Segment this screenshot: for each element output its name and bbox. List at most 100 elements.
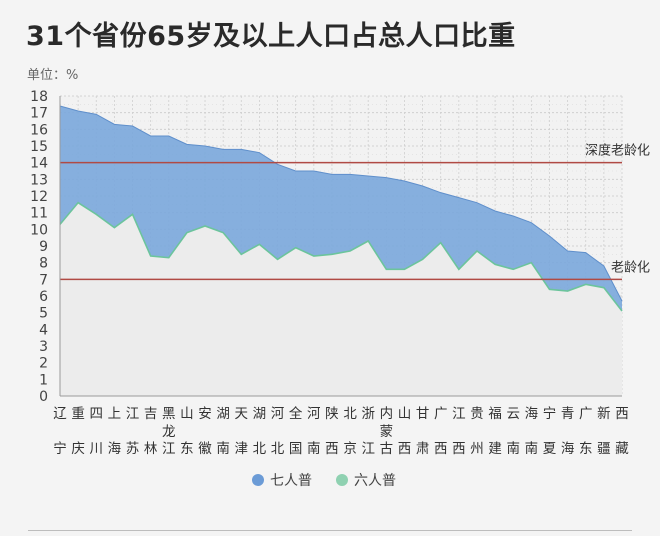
x-tick-label-line3: 北	[271, 441, 285, 457]
y-tick-label: 16	[30, 122, 48, 138]
x-tick-label-line3: 海	[108, 441, 122, 457]
footer-divider	[28, 530, 632, 531]
x-tick-label-line1: 天	[235, 406, 249, 422]
x-tick-label-line3: 古	[380, 441, 394, 457]
y-tick-label: 1	[39, 372, 48, 388]
x-tick-label-line3: 京	[343, 441, 357, 457]
x-tick-label-line1: 辽	[53, 406, 67, 422]
x-tick-label-line1: 广	[579, 406, 593, 422]
x-tick-label-line1: 新	[597, 406, 611, 422]
x-tick-label-line1: 河	[307, 406, 321, 422]
x-tick-label-line3: 南	[525, 441, 539, 457]
x-tick-label-line3: 西	[398, 441, 412, 457]
legend-label: 七人普	[270, 473, 312, 489]
x-tick-label-line3: 庆	[71, 441, 85, 457]
legend-marker	[336, 474, 348, 486]
series-line-qirenpu	[59, 105, 623, 302]
x-tick-label-line1: 甘	[416, 406, 430, 422]
x-tick-label-line1: 四	[90, 406, 104, 422]
y-tick-label: 7	[39, 272, 48, 288]
x-tick-label-line3: 川	[90, 441, 104, 457]
x-tick-label-line3: 夏	[543, 441, 557, 457]
x-tick-label-line1: 内	[380, 406, 394, 422]
x-tick-label-line3: 建	[488, 441, 502, 457]
x-tick-label-line3: 南	[307, 441, 321, 457]
x-tick-label-line2: 蒙	[380, 424, 394, 440]
y-tick-label: 8	[39, 256, 48, 272]
x-tick-label-line1: 西	[615, 406, 629, 422]
x-tick-label-line1: 河	[271, 406, 285, 422]
x-tick-label-line1: 江	[126, 406, 140, 422]
x-tick-label-line1: 北	[343, 406, 357, 422]
x-tick-label-line3: 藏	[615, 441, 629, 457]
y-tick-label: 6	[39, 289, 48, 305]
y-tick-label: 11	[30, 206, 48, 222]
reference-line-label: 深度老龄化	[585, 143, 650, 159]
x-tick-label-line3: 肃	[416, 441, 430, 457]
x-tick-label-line3: 东	[579, 441, 593, 457]
x-tick-label-line1: 陕	[325, 406, 339, 422]
x-tick-label-line1: 海	[525, 406, 539, 422]
chart-title: 31个省份65岁及以上人口占总人口比重	[26, 21, 516, 52]
x-tick-label-line3: 北	[253, 441, 267, 457]
y-tick-label: 10	[30, 222, 48, 238]
x-tick-label-line3: 西	[434, 441, 448, 457]
x-tick-label-line1: 山	[398, 406, 412, 422]
x-tick-label-line3: 海	[561, 441, 575, 457]
legend-label: 六人普	[354, 473, 396, 489]
series-line-liurenpu	[59, 201, 623, 312]
x-tick-label-line1: 安	[198, 406, 212, 422]
x-tick-label-line1: 山	[180, 406, 194, 422]
unit-label: 单位：%	[27, 68, 79, 83]
x-tick-label-line3: 林	[144, 441, 158, 457]
x-tick-label-line3: 西	[452, 441, 466, 457]
x-tick-label-line1: 全	[289, 405, 303, 422]
x-tick-label-line3: 南	[506, 441, 520, 457]
x-tick-label-line3: 疆	[597, 441, 611, 457]
x-tick-label-line3: 苏	[126, 441, 140, 457]
y-tick-label: 18	[30, 89, 48, 105]
x-tick-label-line1: 贵	[470, 406, 484, 422]
x-tick-label-line3: 江	[361, 441, 375, 457]
y-tick-label: 9	[39, 239, 48, 255]
x-tick-label-line3: 东	[180, 441, 194, 457]
x-tick-label-line1: 湖	[253, 406, 267, 422]
x-tick-label-line1: 湖	[216, 406, 230, 422]
x-tick-label-line3: 南	[216, 441, 230, 457]
series-areas	[59, 105, 623, 396]
legend-marker	[252, 474, 264, 486]
x-tick-label-line3: 宁	[53, 440, 67, 457]
y-tick-label: 12	[30, 189, 48, 205]
x-tick-label-line3: 徽	[198, 441, 212, 457]
x-tick-label-line3: 江	[162, 441, 176, 457]
x-tick-label-line3: 西	[325, 441, 339, 457]
x-tick-label-line1: 宁	[543, 405, 557, 422]
x-tick-label-line3: 州	[470, 441, 484, 457]
y-tick-label: 13	[30, 172, 48, 188]
x-tick-label-line1: 江	[452, 406, 466, 422]
x-tick-label-line3: 津	[235, 441, 249, 457]
x-tick-label-line1: 广	[434, 406, 448, 422]
reference-line-label: 老龄化	[611, 260, 650, 275]
y-tick-label: 5	[39, 306, 48, 322]
x-tick-label-line2: 龙	[162, 424, 176, 440]
x-tick-label-line1: 青	[561, 406, 575, 422]
legend: 七人普 六人普	[252, 473, 396, 489]
series-area-mask	[60, 202, 622, 396]
y-tick-label: 17	[30, 106, 48, 122]
y-tick-label: 0	[39, 389, 48, 405]
y-tick-label: 3	[39, 339, 48, 355]
x-tick-label-line1: 上	[108, 406, 122, 422]
y-tick-label: 4	[39, 322, 48, 338]
axes: 0123456789101112131415161718辽宁重庆四川上海江苏吉林…	[30, 89, 629, 457]
x-tick-label-line3: 国	[289, 441, 303, 457]
x-tick-label-line1: 云	[506, 406, 520, 422]
x-tick-label-line1: 吉	[144, 406, 158, 422]
x-tick-label-line1: 黑	[162, 406, 176, 422]
x-tick-label-line1: 福	[488, 406, 502, 422]
y-tick-label: 15	[30, 139, 48, 155]
y-tick-label: 2	[39, 356, 48, 372]
